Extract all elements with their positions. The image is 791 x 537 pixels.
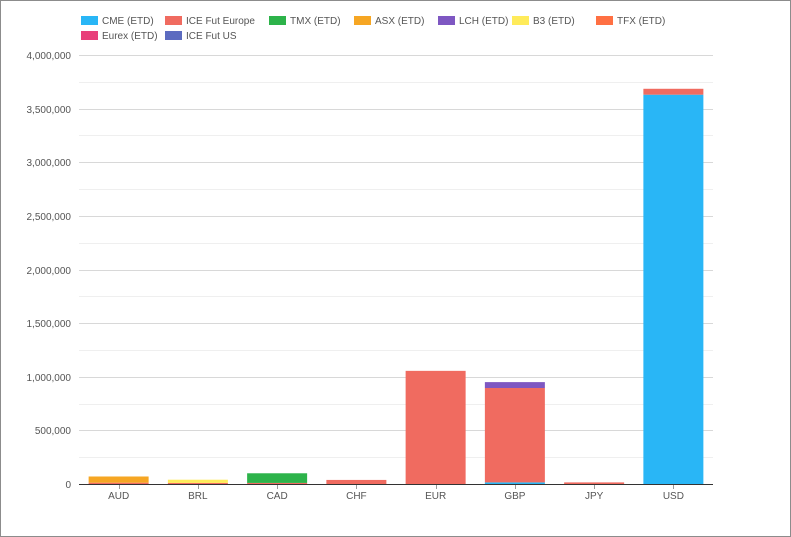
y-tick-label: 3,000,000: [27, 158, 72, 169]
bar-segment: [247, 482, 308, 484]
legend-item[interactable]: TMX (ETD): [269, 15, 341, 29]
legend-swatch: [269, 16, 286, 25]
legend-swatch: [354, 16, 371, 25]
legend-item[interactable]: ASX (ETD): [354, 15, 424, 29]
y-tick-label: 500,000: [35, 426, 72, 437]
legend-item[interactable]: TFX (ETD): [596, 15, 665, 29]
x-tick-label: AUD: [108, 491, 129, 502]
y-tick-label: 3,500,000: [27, 105, 72, 116]
legend-label: TFX (ETD): [617, 16, 666, 27]
bar-segment: [167, 482, 228, 484]
legend-label: LCH (ETD): [459, 16, 509, 27]
legend-item[interactable]: B3 (ETD): [512, 15, 575, 29]
x-tick-label: USD: [663, 491, 684, 502]
bar-segment: [484, 382, 545, 389]
legend-label: ICE Fut US: [186, 31, 237, 42]
y-tick-label: 2,000,000: [27, 266, 72, 277]
legend-label: Eurex (ETD): [102, 31, 158, 42]
y-tick-label: 1,500,000: [27, 319, 72, 330]
legend-swatch: [512, 16, 529, 25]
bar-segment: [405, 370, 466, 484]
bar-segment: [564, 482, 625, 484]
legend-swatch: [438, 16, 455, 25]
bar-segment: [326, 479, 387, 484]
legend-label: B3 (ETD): [533, 16, 575, 27]
legend-item[interactable]: ICE Fut Europe: [165, 15, 255, 29]
legend-item[interactable]: LCH (ETD): [438, 15, 508, 29]
x-tick-label: GBP: [504, 491, 525, 502]
y-tick-label: 2,500,000: [27, 212, 72, 223]
bar-segment: [88, 476, 149, 483]
legend-swatch: [81, 31, 98, 40]
bar-segment: [484, 482, 545, 484]
legend-item[interactable]: CME (ETD): [81, 15, 154, 29]
legend-swatch: [165, 16, 182, 25]
bar-segment: [643, 88, 704, 95]
bar-segment: [643, 94, 704, 485]
bar-segment: [484, 388, 545, 483]
legend-swatch: [596, 16, 613, 25]
legend-item[interactable]: Eurex (ETD): [81, 30, 158, 44]
x-tick-label: CHF: [346, 491, 367, 502]
legend-label: CME (ETD): [102, 16, 154, 27]
y-tick-label: 0: [65, 480, 71, 491]
x-tick-label: CAD: [267, 491, 288, 502]
legend-swatch: [165, 31, 182, 40]
legend-label: TMX (ETD): [290, 16, 341, 27]
y-tick-label: 4,000,000: [27, 51, 72, 62]
bar-segment: [167, 479, 228, 483]
bar-segment: [88, 482, 149, 484]
bar-segment: [247, 473, 308, 483]
x-tick-label: BRL: [188, 491, 208, 502]
legend-item[interactable]: ICE Fut US: [165, 30, 237, 44]
legend-label: ASX (ETD): [375, 16, 425, 27]
legend-swatch: [81, 16, 98, 25]
y-tick-label: 1,000,000: [27, 373, 72, 384]
legend-label: ICE Fut Europe: [186, 16, 255, 27]
x-tick-label: JPY: [585, 491, 604, 502]
x-tick-label: EUR: [425, 491, 446, 502]
